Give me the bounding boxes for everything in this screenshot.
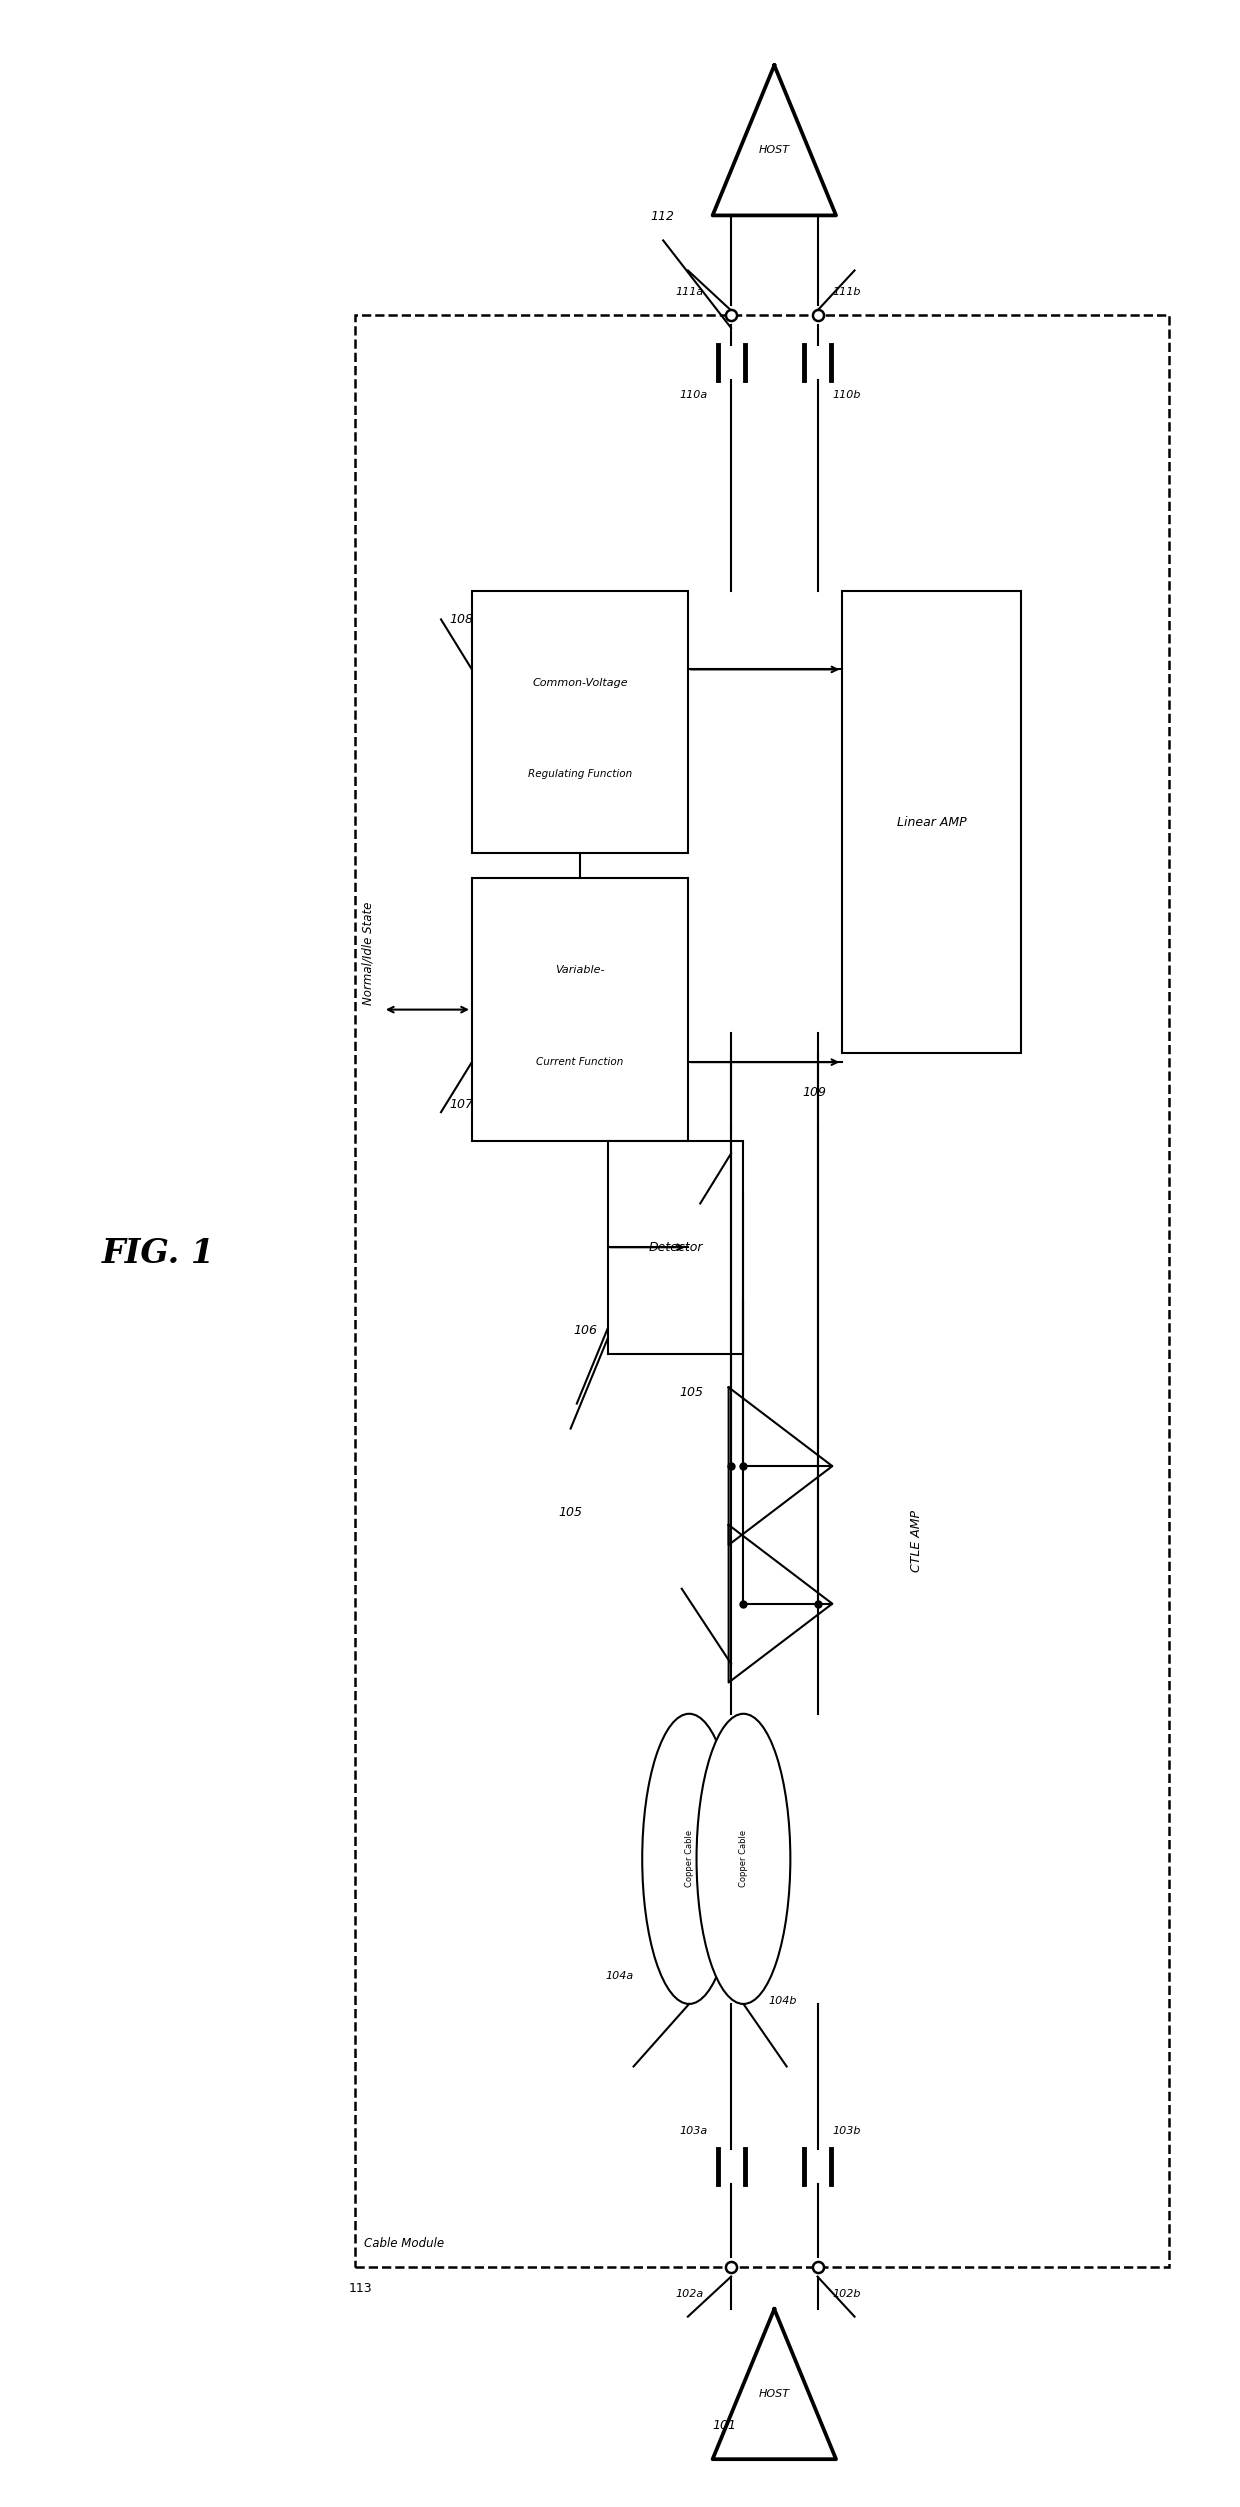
Bar — [472, 592, 688, 852]
Text: 110b: 110b — [832, 391, 861, 401]
Text: 106: 106 — [573, 1324, 598, 1336]
Text: Variable-: Variable- — [556, 965, 605, 975]
Text: Normal/Idle State: Normal/Idle State — [362, 903, 374, 1005]
Polygon shape — [729, 1524, 832, 1682]
Text: 103b: 103b — [832, 2126, 861, 2136]
Polygon shape — [713, 2309, 836, 2459]
Text: 101: 101 — [713, 2419, 737, 2432]
Text: 102a: 102a — [676, 2289, 704, 2299]
Ellipse shape — [642, 1715, 737, 2003]
Text: 105: 105 — [558, 1507, 583, 1519]
Text: Regulating Function: Regulating Function — [528, 770, 632, 780]
Text: 112: 112 — [651, 211, 675, 223]
Text: 107: 107 — [450, 1098, 474, 1111]
Bar — [472, 877, 688, 1141]
Text: Common-Voltage: Common-Voltage — [532, 677, 627, 687]
Text: 113: 113 — [348, 2281, 372, 2294]
Text: 111a: 111a — [676, 288, 704, 298]
Polygon shape — [713, 65, 836, 216]
Text: 109: 109 — [802, 1086, 827, 1098]
Text: 110a: 110a — [680, 391, 708, 401]
Text: Copper Cable: Copper Cable — [739, 1830, 748, 1888]
Text: Detector: Detector — [649, 1241, 703, 1254]
Text: 102b: 102b — [832, 2289, 861, 2299]
Text: CTLE AMP: CTLE AMP — [910, 1509, 923, 1572]
Polygon shape — [729, 1386, 832, 1544]
Text: 104a: 104a — [605, 1971, 634, 1981]
Text: Current Function: Current Function — [536, 1058, 624, 1068]
Text: 104b: 104b — [768, 1996, 796, 2006]
Text: FIG. 1: FIG. 1 — [102, 1236, 215, 1271]
Bar — [608, 1141, 744, 1354]
Text: HOST: HOST — [759, 2389, 790, 2399]
Ellipse shape — [697, 1715, 790, 2003]
Text: Cable Module: Cable Module — [365, 2236, 445, 2249]
Text: 105: 105 — [680, 1386, 703, 1399]
Text: 103a: 103a — [680, 2126, 708, 2136]
Text: Copper Cable: Copper Cable — [684, 1830, 693, 1888]
Text: HOST: HOST — [759, 145, 790, 155]
Text: 111b: 111b — [832, 288, 861, 298]
Text: 108: 108 — [450, 614, 474, 627]
Bar — [842, 592, 1022, 1053]
Text: Linear AMP: Linear AMP — [897, 815, 966, 827]
Bar — [355, 316, 1169, 2266]
